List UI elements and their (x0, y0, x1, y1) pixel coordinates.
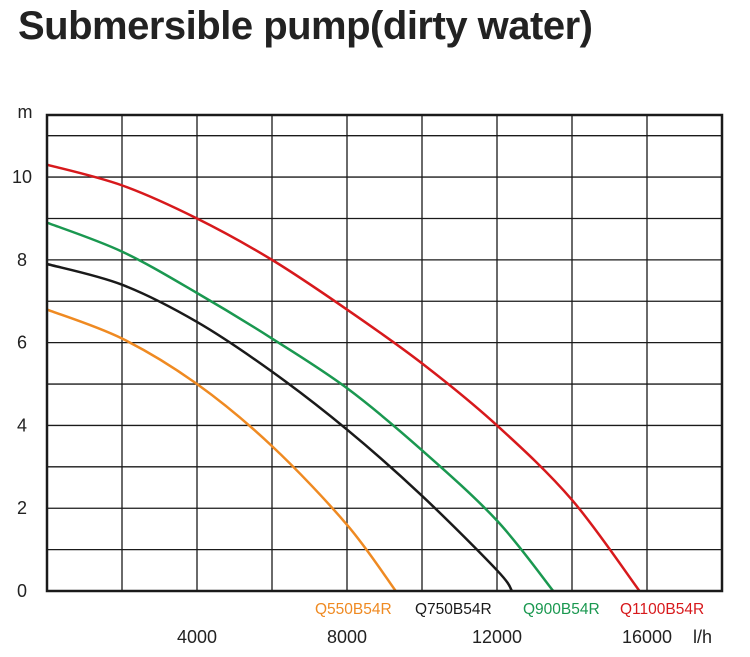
x-tick-label: 4000 (177, 627, 217, 647)
series-line-Q750B54R (46, 262, 514, 592)
y-axis-unit: m (18, 102, 33, 122)
y-tick-label: 10 (12, 167, 32, 187)
x-tick-label: 12000 (472, 627, 522, 647)
y-tick-label: 0 (17, 581, 27, 601)
x-axis-ticks: 4000 8000 12000 16000 (177, 627, 672, 647)
series-line-Q550B54R (46, 308, 397, 592)
plot-frame (45, 113, 724, 593)
y-axis-ticks: 0 2 4 6 8 10 (12, 167, 32, 601)
x-tick-label: 16000 (622, 627, 672, 647)
y-tick-label: 6 (17, 333, 27, 353)
x-tick-label: 8000 (327, 627, 367, 647)
performance-curves (46, 163, 641, 592)
chart-title: Submersible pump(dirty water) (18, 4, 593, 48)
x-axis-unit: l/h (693, 627, 712, 647)
series-line-Q900B54R (46, 221, 555, 592)
grid-lines (47, 115, 722, 591)
legend-entry-Q900B54R: Q900B54R (523, 601, 600, 618)
legend-entry-Q750B54R: Q750B54R (415, 601, 492, 618)
y-tick-label: 4 (17, 415, 27, 435)
y-tick-label: 2 (17, 498, 27, 518)
y-tick-label: 8 (17, 250, 27, 270)
legend-entry-Q550B54R: Q550B54R (315, 601, 392, 618)
legend: Q550B54R Q750B54R Q900B54R Q1100B54R (315, 601, 704, 618)
legend-entry-Q1100B54R: Q1100B54R (620, 601, 704, 618)
series-line-Q1100B54R (46, 163, 641, 592)
